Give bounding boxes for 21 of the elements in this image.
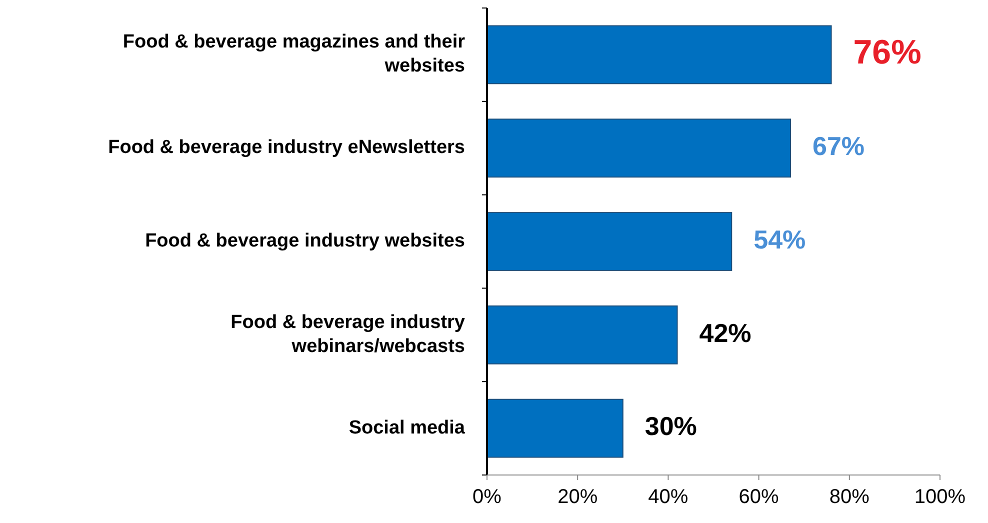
y-tick-label: Food & beverage industry eNewsletters: [108, 137, 465, 158]
data-label: 76%: [853, 34, 922, 72]
bar: [486, 305, 678, 364]
bar: [486, 398, 624, 458]
bar: [486, 25, 832, 84]
x-tick-label: 20%: [558, 486, 598, 508]
x-tick-label: 0%: [472, 486, 502, 508]
data-label: 54%: [754, 224, 806, 254]
bar: [486, 212, 732, 271]
y-tick-label: Social media: [348, 417, 466, 438]
bar: [486, 118, 792, 178]
x-tick-label: 80%: [829, 486, 870, 508]
y-tick-label: Food & beverage industry webinars/webcasts: [230, 312, 466, 357]
x-tick-label: 60%: [738, 486, 780, 508]
y-tick-label: Food & beverage industry websites: [145, 230, 465, 252]
data-label: 30%: [644, 411, 697, 442]
x-tick-label: 100%: [914, 486, 966, 508]
data-label: 67%: [812, 130, 865, 161]
x-tick-label: 40%: [648, 486, 688, 508]
data-label: 42%: [699, 318, 752, 348]
y-tick-label: Food & beverage magazines and their websites: [122, 32, 466, 77]
